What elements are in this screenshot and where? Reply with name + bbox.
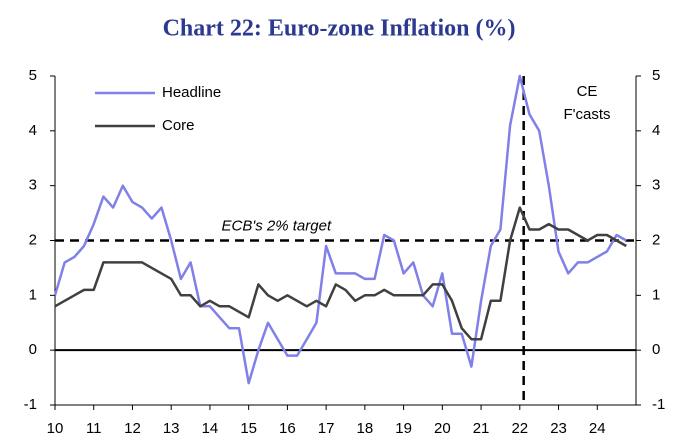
x-tick-label: 10 xyxy=(47,420,64,437)
x-tick-label: 11 xyxy=(86,420,102,437)
forecast-label: CE xyxy=(577,83,598,100)
x-tick-label: 18 xyxy=(357,420,374,437)
legend-label: Headline xyxy=(162,84,221,101)
y-tick-label: 4 xyxy=(29,122,37,139)
legend-label: Core xyxy=(162,117,195,134)
y-tick-label: 0 xyxy=(29,341,37,358)
x-tick-label: 15 xyxy=(240,420,257,437)
x-tick-label: 16 xyxy=(279,420,296,437)
y2-tick-label: -1 xyxy=(652,396,665,413)
x-tick-label: 13 xyxy=(163,420,180,437)
x-tick-label: 14 xyxy=(202,420,219,437)
chart-title: Chart 22: Euro-zone Inflation (%) xyxy=(163,16,516,42)
y-tick-label: 1 xyxy=(29,286,37,303)
x-tick-label: 19 xyxy=(395,420,412,437)
x-tick-label: 20 xyxy=(434,420,451,437)
y2-tick-label: 2 xyxy=(652,231,660,248)
x-tick-label: 23 xyxy=(550,420,567,437)
y-tick-label: 3 xyxy=(29,177,37,194)
forecast-label: F'casts xyxy=(563,106,610,123)
target-label: ECB's 2% target xyxy=(222,217,332,234)
x-tick-label: 21 xyxy=(473,420,490,437)
y2-tick-label: 0 xyxy=(652,341,660,358)
series-line xyxy=(53,74,627,385)
y-tick-label: 5 xyxy=(29,67,37,84)
y2-tick-label: 1 xyxy=(652,286,660,303)
series-line xyxy=(54,206,627,341)
y-tick-label: 2 xyxy=(29,231,37,248)
x-tick-label: 12 xyxy=(124,420,141,437)
y2-tick-label: 5 xyxy=(652,67,660,84)
x-tick-label: 24 xyxy=(589,420,606,437)
y-tick-label: -1 xyxy=(24,396,37,413)
y2-tick-label: 3 xyxy=(652,177,660,194)
y2-tick-label: 4 xyxy=(652,122,660,139)
x-tick-label: 22 xyxy=(511,420,528,437)
x-tick-label: 17 xyxy=(318,420,335,437)
